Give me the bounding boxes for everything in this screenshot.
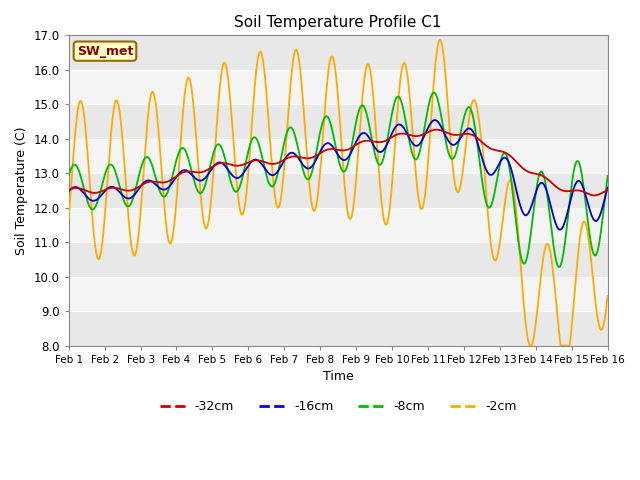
Bar	[68, 208, 607, 242]
Title: Soil Temperature Profile C1: Soil Temperature Profile C1	[234, 15, 442, 30]
Bar	[68, 139, 607, 173]
Bar	[68, 242, 607, 276]
Legend: -32cm, -16cm, -8cm, -2cm: -32cm, -16cm, -8cm, -2cm	[155, 396, 522, 418]
Bar	[68, 311, 607, 346]
Bar	[68, 36, 607, 70]
Bar	[68, 173, 607, 208]
X-axis label: Time: Time	[323, 370, 353, 383]
Y-axis label: Soil Temperature (C): Soil Temperature (C)	[15, 126, 28, 255]
Bar	[68, 276, 607, 311]
Bar	[68, 70, 607, 104]
Bar	[68, 104, 607, 139]
Text: SW_met: SW_met	[77, 45, 133, 58]
